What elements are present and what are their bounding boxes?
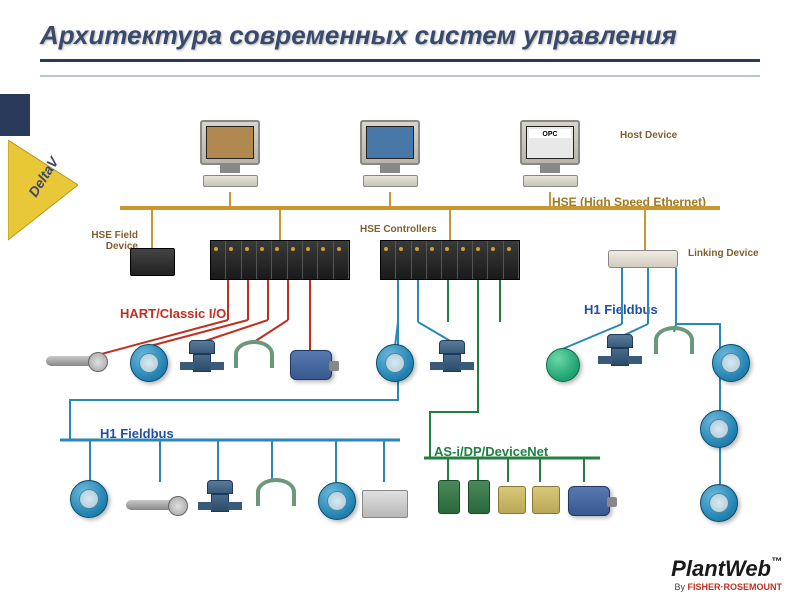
probe-icon <box>126 500 184 510</box>
header-rule-light <box>40 75 760 77</box>
transmitter-green-icon <box>546 348 580 382</box>
coriolis-meter-icon <box>650 326 698 364</box>
transmitter-icon <box>712 344 750 382</box>
transmitter-icon <box>700 410 738 448</box>
transmitter-icon <box>70 480 108 518</box>
field-device-icon <box>468 480 490 514</box>
coriolis-meter-icon <box>252 478 300 516</box>
hse-field-device <box>130 248 175 276</box>
transmitter-icon <box>376 344 414 382</box>
page-title: Архитектура современных систем управлени… <box>40 20 760 51</box>
field-device-icon <box>532 486 560 514</box>
architecture-diagram: DeltaV Host Device HSE (High Speed Ether… <box>0 100 800 600</box>
control-valve-icon <box>430 340 474 380</box>
coriolis-meter-icon <box>230 340 278 378</box>
probe-icon <box>46 356 104 366</box>
workstation <box>190 120 270 187</box>
transmitter-icon <box>700 484 738 522</box>
field-device-icon <box>438 480 460 514</box>
transmitter-icon <box>130 344 168 382</box>
workstation: OPC <box>510 120 590 187</box>
motor-icon <box>568 486 610 516</box>
field-device-icon <box>498 486 526 514</box>
linking-device <box>608 250 678 268</box>
field-device-icon <box>362 490 408 518</box>
motor-icon <box>290 350 332 380</box>
header-rule-dark <box>40 59 760 62</box>
control-valve-icon <box>180 340 224 380</box>
transmitter-icon <box>318 482 356 520</box>
controller-rack <box>380 240 520 280</box>
plantweb-logo: PlantWeb™ By FISHER·ROSEMOUNT <box>671 556 782 592</box>
control-valve-icon <box>198 480 242 520</box>
workstation <box>350 120 430 187</box>
control-valve-icon <box>598 334 642 374</box>
controller-rack <box>210 240 350 280</box>
